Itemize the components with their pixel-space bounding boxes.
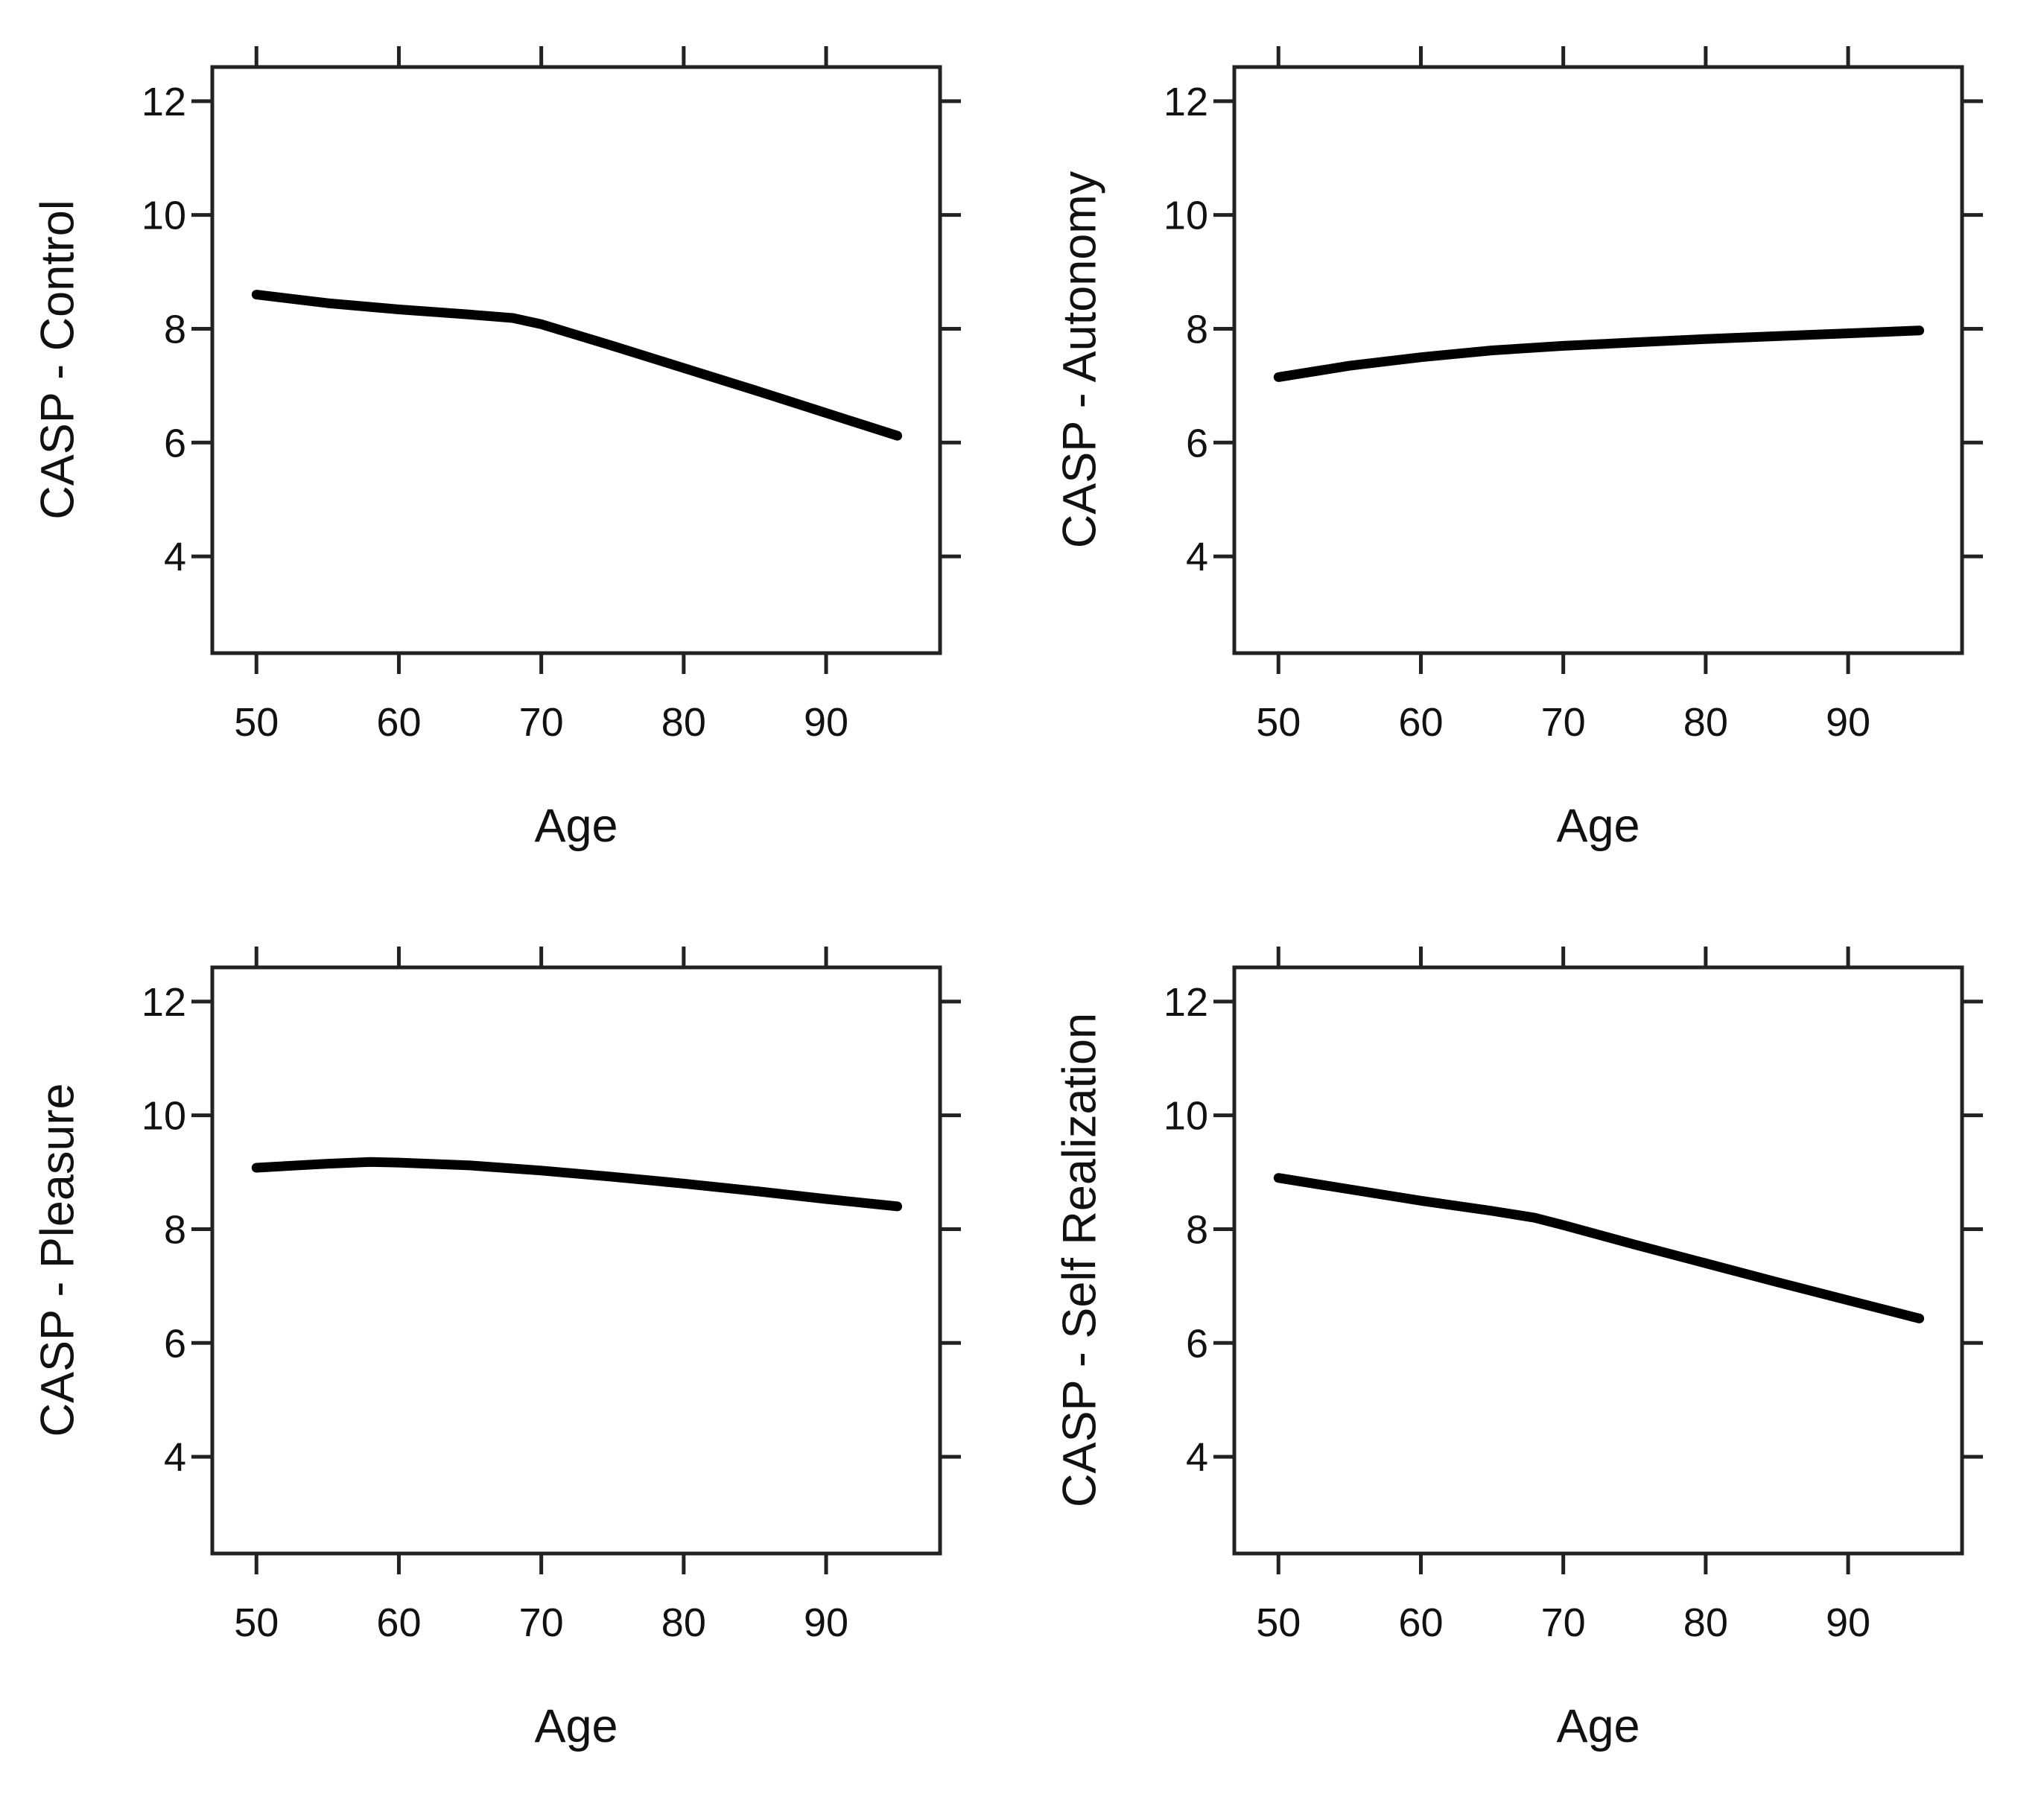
x-axis-label: Age (1556, 1700, 1640, 1752)
y-tick-label: 12 (142, 980, 186, 1025)
x-axis-label: Age (534, 800, 618, 852)
casp-self-realization-plot: 50 60 70 80 90 4 6 8 10 12 (1164, 947, 1983, 1645)
y-tick-label: 6 (1186, 1321, 1208, 1366)
x-tick-label: 70 (1541, 700, 1586, 745)
y-axis-label: CASP - Autonomy (1053, 171, 1106, 549)
y-axis-label: CASP - Control (31, 200, 84, 520)
x-tick-label: 80 (1683, 700, 1728, 745)
y-tick-label: 12 (142, 80, 186, 124)
y-tick-label: 10 (1164, 194, 1208, 238)
y-tick-label: 10 (142, 194, 186, 238)
y-axis-label: CASP - Pleasure (31, 1083, 84, 1437)
y-tick-label: 12 (1164, 80, 1208, 124)
y-axis-label: CASP - Self Realization (1053, 1012, 1106, 1508)
y-tick-label: 8 (1186, 1207, 1208, 1252)
y-tick-label: 10 (1164, 1094, 1208, 1139)
x-axis-label: Age (534, 1700, 618, 1752)
panel-casp-self-realization: 50 60 70 80 90 4 6 8 10 12 CASP - Self Realizatio… (1022, 900, 2044, 1800)
x-tick-label: 70 (519, 700, 564, 745)
y-tick-label: 10 (142, 1094, 186, 1139)
x-tick-label: 50 (234, 1600, 279, 1645)
x-tick-label: 60 (376, 1600, 421, 1645)
y-tick-label: 4 (164, 1435, 186, 1480)
y-tick-label: 6 (164, 1321, 186, 1366)
casp-control-plot: 50 60 70 80 90 4 6 8 10 12 (142, 46, 961, 745)
x-tick-label: 50 (234, 700, 279, 745)
x-tick-label: 50 (1256, 700, 1301, 745)
x-tick-label: 60 (1398, 700, 1443, 745)
x-tick-label: 70 (519, 1600, 564, 1645)
y-tick-label: 6 (164, 421, 186, 465)
y-tick-label: 4 (1186, 1435, 1208, 1480)
panel-casp-pleasure: 50 60 70 80 90 4 6 8 10 12 CASP - Pleasure Age (0, 900, 1022, 1800)
plot-box (210, 65, 942, 655)
y-tick-label: 6 (1186, 421, 1208, 465)
plot-box (1232, 65, 1964, 655)
y-tick-label: 12 (1164, 980, 1208, 1025)
x-axis-label: Age (1556, 800, 1640, 852)
casp-autonomy-curve (1273, 325, 1925, 382)
casp-pleasure-plot: 50 60 70 80 90 4 6 8 10 12 (142, 947, 961, 1645)
casp-pleasure-curve (251, 1157, 903, 1212)
y-tick-label: 8 (1186, 307, 1208, 352)
x-tick-label: 90 (804, 1600, 848, 1645)
x-tick-label: 90 (1826, 700, 1870, 745)
x-tick-label: 50 (1256, 1600, 1301, 1645)
x-tick-label: 70 (1541, 1600, 1586, 1645)
plot-box (210, 965, 942, 1556)
panel-casp-autonomy: 50 60 70 80 90 4 6 8 10 12 CASP - Autonomy Age (1022, 0, 2044, 900)
y-tick-label: 4 (1186, 535, 1208, 579)
x-tick-label: 60 (376, 700, 421, 745)
y-tick-label: 8 (164, 307, 186, 352)
x-tick-label: 90 (804, 700, 848, 745)
x-tick-label: 80 (661, 700, 706, 745)
y-tick-label: 4 (164, 535, 186, 579)
x-tick-label: 80 (1683, 1600, 1728, 1645)
x-tick-label: 80 (661, 1600, 706, 1645)
x-tick-label: 90 (1826, 1600, 1870, 1645)
casp-self-realization-curve (1273, 1173, 1925, 1323)
panel-casp-control: 50 60 70 80 90 4 6 8 10 12 CASP - Control Age (0, 0, 1022, 900)
casp-autonomy-plot: 50 60 70 80 90 4 6 8 10 12 (1164, 46, 1983, 745)
x-tick-label: 60 (1398, 1600, 1443, 1645)
y-tick-label: 8 (164, 1207, 186, 1252)
plot-box (1232, 965, 1964, 1556)
casp-control-curve (251, 290, 903, 441)
